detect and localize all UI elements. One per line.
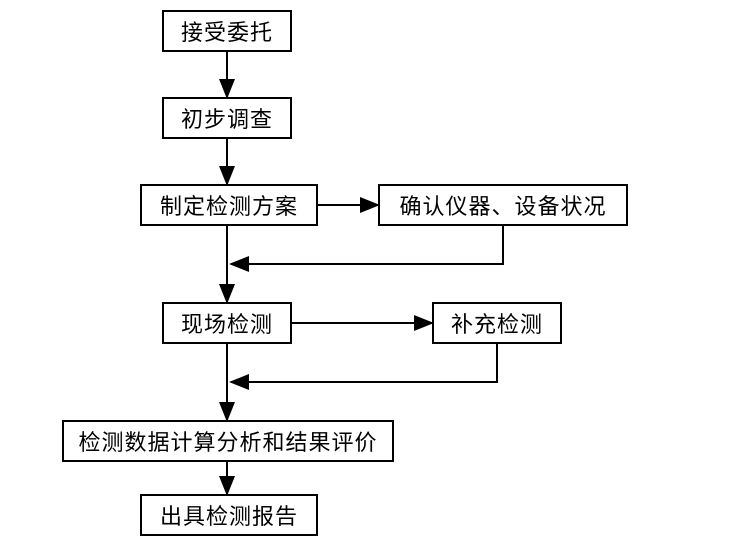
- edge-n4-merge: [231, 226, 503, 264]
- flowchart-edges: [0, 0, 741, 544]
- edge-n6-merge: [231, 344, 497, 382]
